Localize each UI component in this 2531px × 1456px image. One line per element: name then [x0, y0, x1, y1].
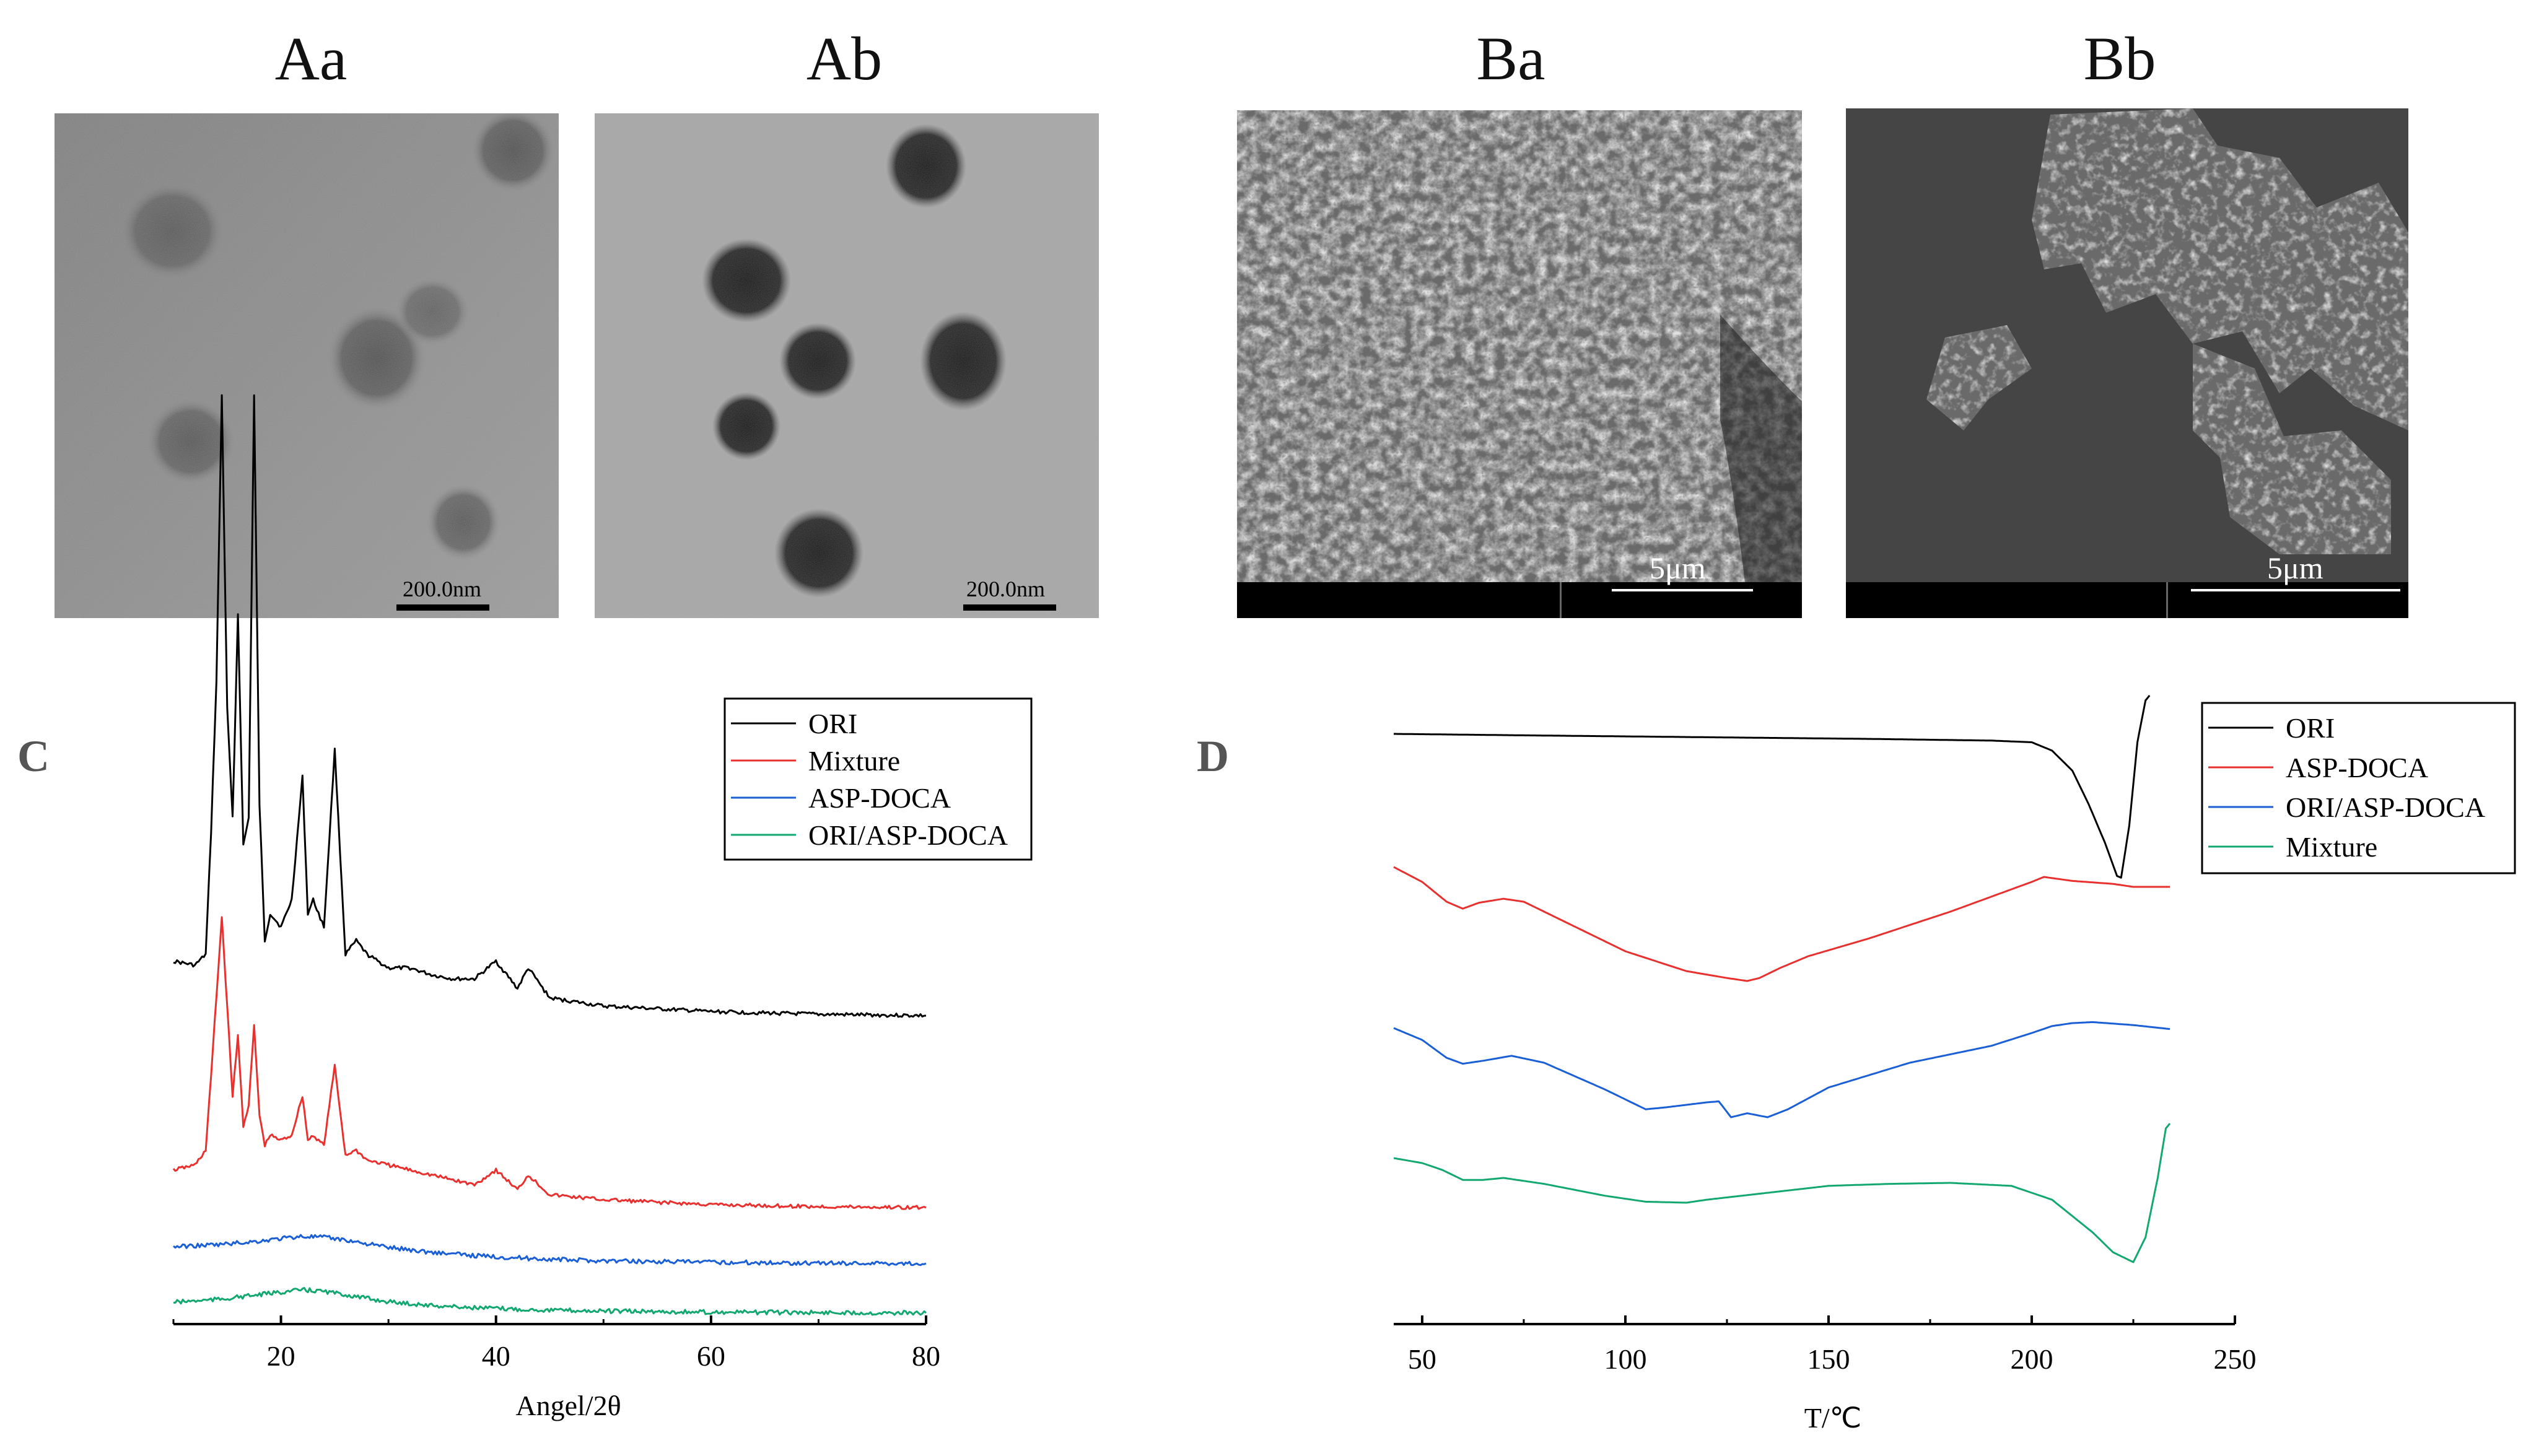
legend-label-c: ORI/ASP-DOCA — [808, 819, 1008, 851]
sem-info-strip-bb — [1846, 582, 2408, 618]
legend-label-c: ORI — [808, 708, 857, 739]
series-line-c-ori — [173, 394, 927, 1018]
x-tick-label-d: 100 — [1604, 1343, 1646, 1375]
series-line-d-ori — [1394, 694, 2151, 879]
x-tick-label-d: 250 — [2214, 1343, 2257, 1375]
scale-label-aa: 200.0nm — [403, 577, 482, 601]
legend-label-c: Mixture — [808, 745, 900, 777]
series-line-d-ori-asp-doca — [1393, 1021, 2170, 1118]
scale-label-bb: 5μm — [2267, 551, 2323, 585]
sem-image-bb — [1846, 108, 2408, 582]
legend-label-d: ORI/ASP-DOCA — [2286, 791, 2485, 823]
legend-label-d: ORI — [2286, 712, 2335, 744]
panel-letter-d: D — [1197, 731, 1229, 781]
sem-strip-divider-ba — [1560, 582, 1562, 618]
x-tick-label-d: 150 — [1807, 1343, 1850, 1375]
x-tick-label-c: 60 — [697, 1340, 725, 1372]
panel-letter-c: C — [17, 731, 50, 781]
legend-label-d: ASP-DOCA — [2286, 752, 2428, 783]
panel-title-ab: Ab — [806, 24, 883, 93]
series-line-d-asp-doca — [1393, 866, 2170, 982]
scale-bar-bb — [2191, 589, 2400, 591]
series-line-d-mixture — [1393, 1123, 2171, 1263]
panel-title-aa: Aa — [274, 24, 348, 93]
sem-strip-divider-bb — [2166, 582, 2168, 618]
legend-box-c — [723, 697, 1033, 861]
x-tick-label-d: 200 — [2010, 1343, 2053, 1375]
x-tick-label-d: 50 — [1408, 1343, 1436, 1375]
legend-box-d — [2201, 702, 2516, 874]
series-line-c-ori-asp-doca — [173, 1287, 927, 1316]
x-tick-label-c: 20 — [267, 1340, 295, 1372]
scale-bar-ab — [963, 604, 1056, 611]
sem-image-ba — [1237, 110, 1802, 582]
series-line-c-mixture — [172, 916, 927, 1210]
legend-label-d: Mixture — [2286, 831, 2377, 863]
scale-bar-aa — [396, 604, 489, 611]
scale-label-ba: 5μm — [1650, 551, 1706, 585]
panel-title-ba: Ba — [1476, 24, 1545, 93]
tem-image-ab — [595, 113, 1099, 618]
scale-bar-ba — [1612, 589, 1753, 591]
x-axis-label-c: Angel/2θ — [515, 1390, 621, 1421]
legend-label-c: ASP-DOCA — [808, 782, 951, 814]
series-line-c-asp-doca — [173, 1234, 927, 1266]
x-tick-label-c: 40 — [482, 1340, 510, 1372]
tem-image-aa — [55, 113, 559, 618]
x-axis-label-d: T/℃ — [1804, 1402, 1862, 1434]
scale-label-ab: 200.0nm — [966, 577, 1046, 601]
sem-info-strip-ba — [1237, 582, 1802, 618]
panel-title-bb: Bb — [2083, 24, 2156, 93]
x-tick-label-c: 80 — [912, 1340, 940, 1372]
